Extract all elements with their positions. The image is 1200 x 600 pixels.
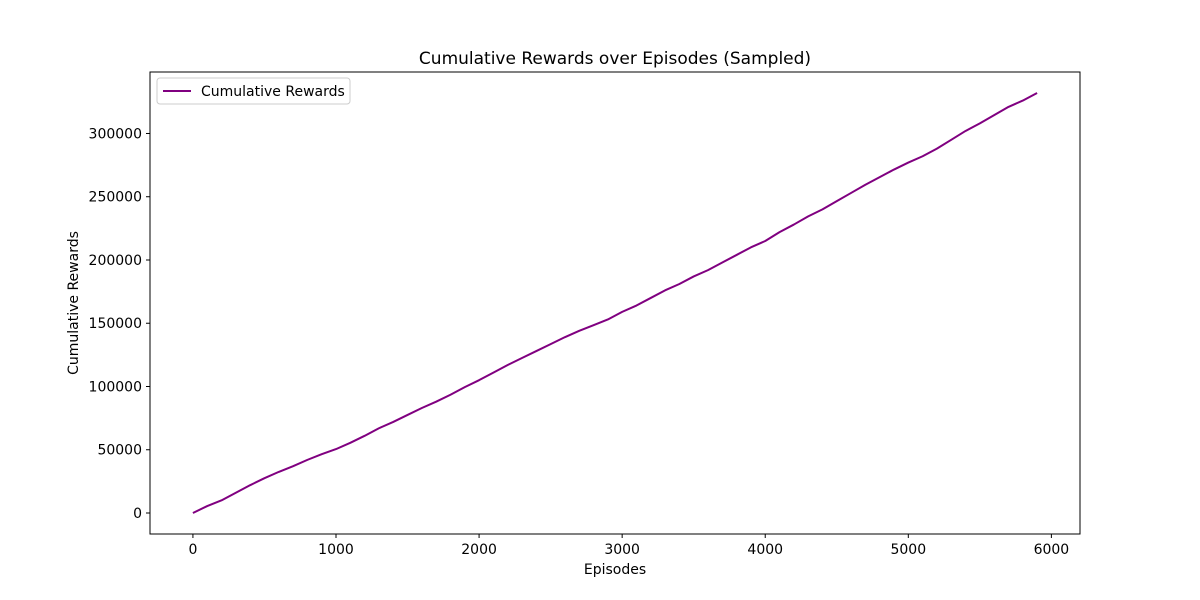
y-tick-label: 200000 (89, 253, 142, 269)
y-tick-label: 0 (133, 506, 142, 522)
series-layer (192, 92, 1038, 514)
y-tick-label: 150000 (89, 316, 142, 332)
y-tick-label: 50000 (97, 443, 142, 459)
x-axis: 0 1000 2000 3000 4000 5000 6000 (188, 534, 1069, 558)
y-axis-label: Cumulative Rewards (66, 231, 82, 375)
series-line-cumulative-rewards (192, 92, 1038, 514)
x-tick-label: 0 (188, 542, 197, 558)
y-tick-label: 100000 (89, 379, 142, 395)
x-axis-label: Episodes (584, 562, 646, 578)
x-tick-label: 4000 (747, 542, 783, 558)
x-tick-label: 2000 (461, 542, 497, 558)
x-tick-label: 5000 (890, 542, 926, 558)
legend-box (156, 77, 351, 105)
y-tick-label: 300000 (89, 126, 142, 142)
chart-title: Cumulative Rewards over Episodes (Sample… (419, 49, 811, 69)
plot-frame (149, 71, 1081, 535)
x-tick-label: 6000 (1034, 542, 1070, 558)
x-tick-label: 1000 (318, 542, 354, 558)
y-axis: 0 50000 100000 150000 200000 250000 300000 (89, 126, 150, 522)
x-tick-label: 3000 (604, 542, 640, 558)
legend-label: Cumulative Rewards (201, 84, 345, 100)
y-tick-label: 250000 (89, 190, 142, 206)
legend: Cumulative Rewards (156, 77, 351, 105)
